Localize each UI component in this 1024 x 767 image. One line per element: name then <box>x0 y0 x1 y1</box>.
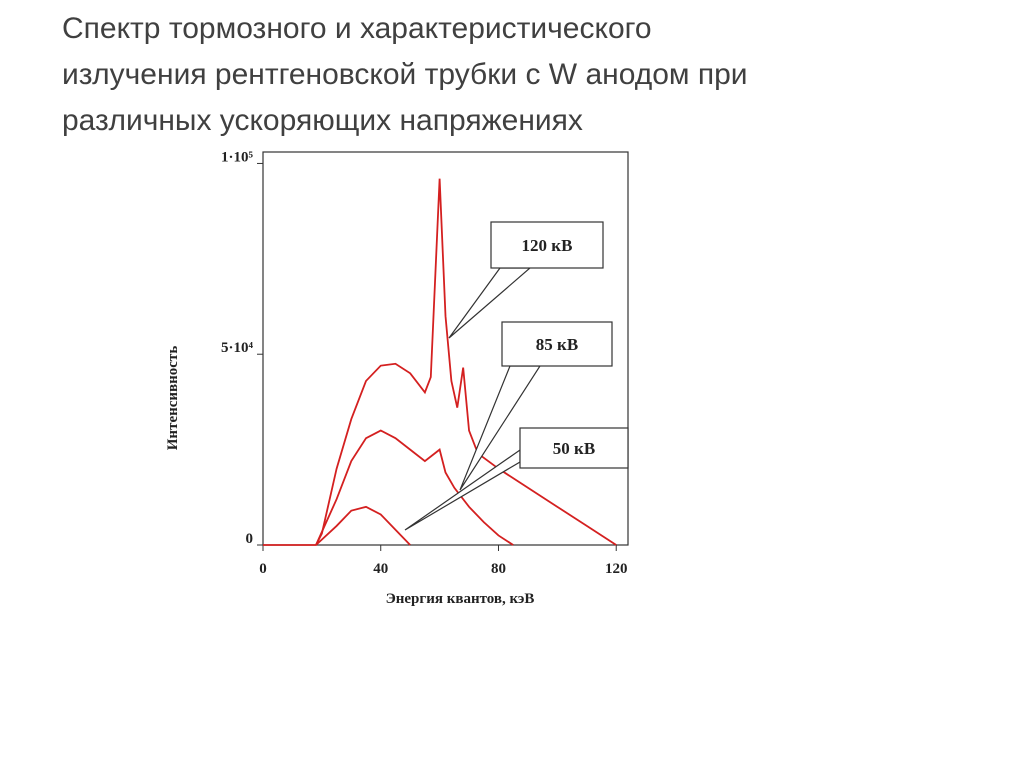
series-label: 85 кВ <box>536 335 578 354</box>
x-tick-label: 80 <box>491 561 506 577</box>
callout-box <box>519 427 629 469</box>
title-line: различных ускоряющих напряжениях <box>62 104 583 137</box>
y-tick-label: 5·10⁴ <box>221 340 254 356</box>
y-axis-label: Интенсивность <box>165 346 181 451</box>
series-line <box>315 429 514 546</box>
y-tick-label: 1·10⁵ <box>221 149 254 165</box>
x-tick-label: 40 <box>373 561 388 577</box>
x-tick-label: 120 <box>605 561 628 577</box>
callout-box <box>501 321 613 367</box>
series-label: 50 кВ <box>553 439 595 458</box>
series-label: 120 кВ <box>522 236 573 255</box>
callout-arrow <box>404 448 521 531</box>
callout-box <box>490 221 604 269</box>
plot-frame <box>262 151 629 546</box>
x-tick-label: 0 <box>259 561 267 577</box>
series-line <box>263 178 617 546</box>
series-line <box>315 505 411 546</box>
y-tick-label: 0 <box>246 531 254 547</box>
title-line: Спектр тормозного и характеристического <box>62 12 652 45</box>
x-axis-label: Энергия квантов, кэВ <box>386 591 535 607</box>
title-line: излучения рентгеновской трубки с W анодо… <box>62 58 748 91</box>
